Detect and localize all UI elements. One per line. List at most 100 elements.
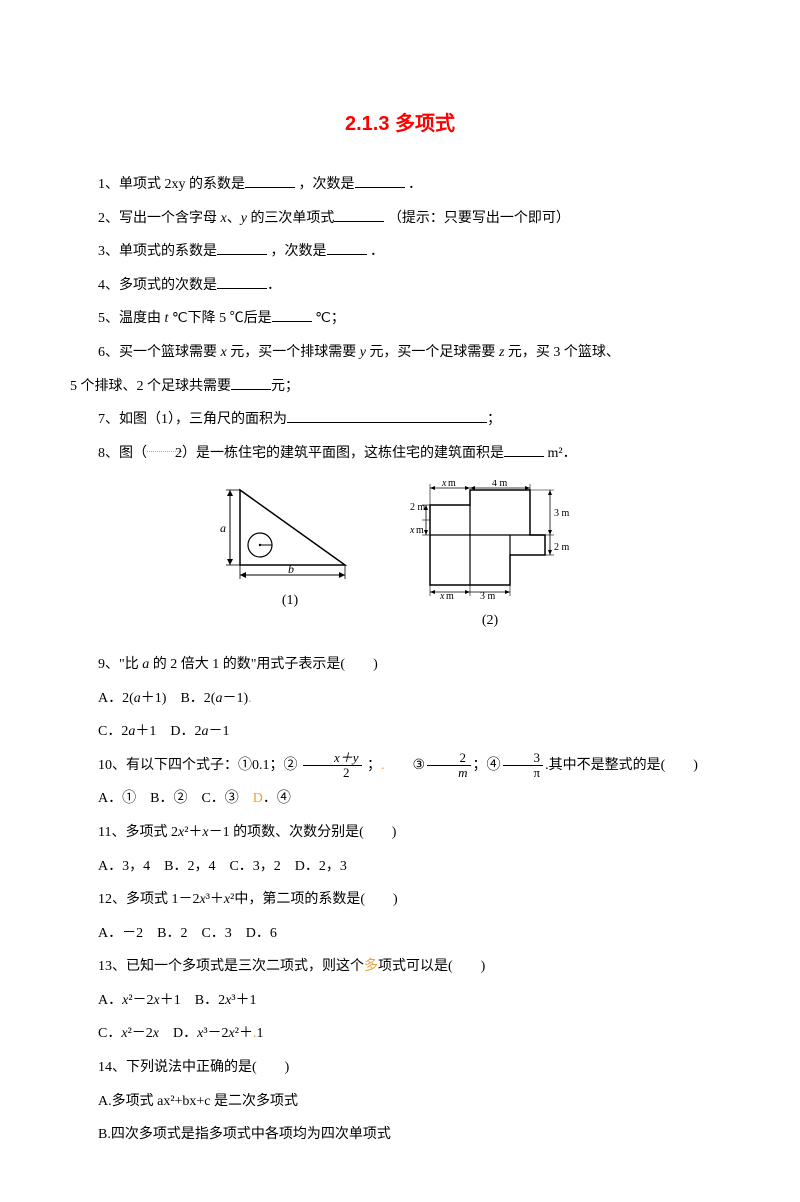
q12-mid: ³＋ bbox=[206, 892, 224, 907]
svg-text:m: m bbox=[446, 591, 454, 600]
q10-mid2: ；④ bbox=[473, 758, 501, 773]
q10-f3n: 3 bbox=[503, 751, 544, 766]
q10-suffix: .其中不是整式的是( ) bbox=[545, 758, 698, 773]
q13-stem-text: 13、已知一个多项式是三次二项式，则这个多项式可以是( ) bbox=[98, 959, 485, 974]
q13-Asuf: ＋1 B．2 bbox=[160, 993, 225, 1008]
q9-optCD: C．2a＋1 D．2a－1 bbox=[70, 715, 730, 749]
q4-blank bbox=[217, 274, 267, 289]
q13-stem: 13、已知一个多项式是三次二项式，则这个多项式可以是( ) bbox=[70, 950, 730, 984]
figure-2-wrap: x m 4 m 2 m x m bbox=[400, 480, 580, 638]
q9-Cmid: ＋1 D．2 bbox=[135, 724, 201, 739]
figure-2-caption: (2) bbox=[400, 604, 580, 638]
q13-Cmid: ²－2 bbox=[128, 1026, 153, 1041]
svg-text:2 m: 2 m bbox=[554, 542, 570, 553]
q13-optCD: C．x²－2x D．x³－2x²＋.1 bbox=[70, 1017, 730, 1051]
q13-CsufD: ²＋ bbox=[235, 1026, 253, 1041]
q10-f3d: π bbox=[503, 766, 544, 780]
q6-l2-suffix: 元； bbox=[271, 379, 299, 394]
q7: 7、如图（1），三角尺的面积为 ； bbox=[70, 403, 730, 437]
q9-Csuf: －1 bbox=[208, 724, 229, 739]
q6-l1-mid1: 元，买一个排球需要 bbox=[227, 345, 360, 360]
q5: 5、温度由 t ℃下降 5 ℃后是 ℃； bbox=[70, 302, 730, 336]
q2-mid1: 、 bbox=[227, 211, 241, 226]
q10-opts-text: A．① B．② C．③ D．④ bbox=[98, 791, 291, 806]
q8-mid: ）是一栋住宅的建筑平面图，这栋住宅的建筑面积是 bbox=[182, 446, 504, 461]
q12-pre: 12、多项式 1－2 bbox=[98, 892, 200, 907]
q10-frac1: x＋y2 bbox=[303, 751, 362, 781]
q11-pre: 11、多项式 2 bbox=[98, 825, 178, 840]
q4: 4、多项式的次数是 ． bbox=[70, 269, 730, 303]
q14-stem: 14、下列说法中正确的是( ) bbox=[70, 1051, 730, 1085]
q3-mid: ，次数是 bbox=[267, 244, 327, 259]
q3: 3、单项式的系数是 ，次数是 ． bbox=[70, 235, 730, 269]
q7-suffix: ； bbox=[487, 412, 501, 427]
svg-text:m: m bbox=[416, 525, 424, 536]
q13-Cpre: C． bbox=[98, 1026, 121, 1041]
q13-AsufB: ³＋1 bbox=[231, 993, 256, 1008]
worksheet-page: 2.1.3 多项式 1、单项式 2xy 的系数是 ，次数是 ． 2、写出一个含字… bbox=[0, 0, 800, 1202]
q14-optB: B.四次多项式是指多项式中各项均为四次单项式 bbox=[70, 1118, 730, 1152]
q10-f1d: 2 bbox=[303, 766, 362, 780]
q9-stem-suf: 的 2 倍大 1 的数"用式子表示是( ) bbox=[149, 657, 378, 672]
q10-mid1: ； bbox=[364, 758, 382, 773]
q2-blank bbox=[334, 207, 384, 222]
svg-text:x: x bbox=[441, 480, 447, 489]
q6-l1-mid2: 元，买一个足球需要 bbox=[366, 345, 499, 360]
q6-l1-prefix: 6、买一个篮球需要 bbox=[98, 345, 221, 360]
q6-l2: 5 个排球、2 个足球共需要元； bbox=[70, 370, 730, 404]
q10-opts: A．① B．② C．③ D．④ bbox=[70, 782, 730, 816]
figures-row: a b (1) bbox=[70, 480, 730, 638]
q3-suffix: ． bbox=[370, 244, 384, 259]
q3-blank1 bbox=[217, 240, 267, 255]
q9-optAB: A．2(a＋1) B．2(a－1). bbox=[70, 682, 730, 716]
figure-1-wrap: a b (1) bbox=[220, 480, 360, 638]
q2-prefix: 2、写出一个含字母 bbox=[98, 211, 221, 226]
q10-prefix: 10、有以下四个式子：①0.1；② bbox=[98, 758, 301, 773]
q13-Apre: A． bbox=[98, 993, 122, 1008]
q2-hint: （提示：只要写出一个即可） bbox=[384, 211, 570, 226]
q2: 2、写出一个含字母 x、y 的三次单项式 （提示：只要写出一个即可） bbox=[70, 202, 730, 236]
q5-suffix: ℃； bbox=[312, 311, 345, 326]
q12-opts: A．－2 B．2 C．3 D．6 bbox=[70, 917, 730, 951]
q11-suf: －1 的项数、次数分别是( ) bbox=[209, 825, 397, 840]
q10-f2d: m bbox=[427, 766, 470, 780]
q7-prefix: 7、如图（1），三角尺的面积为 bbox=[98, 412, 287, 427]
q6-l1: 6、买一个篮球需要 x 元，买一个排球需要 y 元，买一个足球需要 z 元，买 … bbox=[70, 336, 730, 370]
q9-stem-pre: 9、"比 bbox=[98, 657, 142, 672]
q12-stem: 12、多项式 1－2x³＋x²中，第二项的系数是( ) bbox=[70, 883, 730, 917]
q8-blank bbox=[504, 442, 544, 457]
page-title: 2.1.3 多项式 bbox=[70, 100, 730, 148]
svg-text:3 m: 3 m bbox=[480, 591, 496, 600]
q9-A: A．2( bbox=[98, 691, 134, 706]
q8-suffix: m²． bbox=[544, 446, 577, 461]
q10-frac2: 2m bbox=[427, 751, 470, 781]
q5-mid: ℃下降 5 ℃后是 bbox=[168, 311, 271, 326]
svg-text:x: x bbox=[439, 591, 445, 600]
q4-prefix: 4、多项式的次数是 bbox=[98, 278, 217, 293]
q9-stem: 9、"比 a 的 2 倍大 1 的数"用式子表示是( ) bbox=[70, 648, 730, 682]
q10-stem: 10、有以下四个式子：①0.1；② x＋y2 ；.③2m；④3π.其中不是整式的… bbox=[70, 749, 730, 783]
q1-mid: ，次数是 bbox=[295, 177, 355, 192]
svg-text:3 m: 3 m bbox=[554, 508, 570, 519]
q8-dotted: 2 bbox=[147, 437, 182, 452]
q9-Aa: a bbox=[134, 691, 141, 706]
q6-blank bbox=[231, 375, 271, 390]
q1-suffix: ． bbox=[405, 177, 423, 192]
q9-C: C．2 bbox=[98, 724, 128, 739]
q1: 1、单项式 2xy 的系数是 ，次数是 ． bbox=[70, 168, 730, 202]
q4-suffix: ． bbox=[267, 278, 281, 293]
q13-Cmid2: ³－2 bbox=[203, 1026, 228, 1041]
q1-prefix: 1、单项式 2xy 的系数是 bbox=[98, 177, 245, 192]
q6-l1-suffix: 元，买 3 个篮球、 bbox=[504, 345, 620, 360]
q1-blank1 bbox=[245, 173, 295, 188]
q12-suf: ²中，第二项的系数是( ) bbox=[230, 892, 398, 907]
svg-text:4 m: 4 m bbox=[492, 480, 508, 489]
q5-blank bbox=[272, 307, 312, 322]
q13-optAB: A．x²－2x＋1 B．2x³＋1 bbox=[70, 984, 730, 1018]
q2-mid2: 的三次单项式 bbox=[247, 211, 335, 226]
svg-text:m: m bbox=[448, 480, 456, 489]
q13-dotsuf: 1 bbox=[256, 1026, 263, 1041]
q13-Csuf: D． bbox=[159, 1026, 197, 1041]
figure-1: a b bbox=[220, 480, 360, 580]
svg-text:a: a bbox=[220, 521, 226, 535]
